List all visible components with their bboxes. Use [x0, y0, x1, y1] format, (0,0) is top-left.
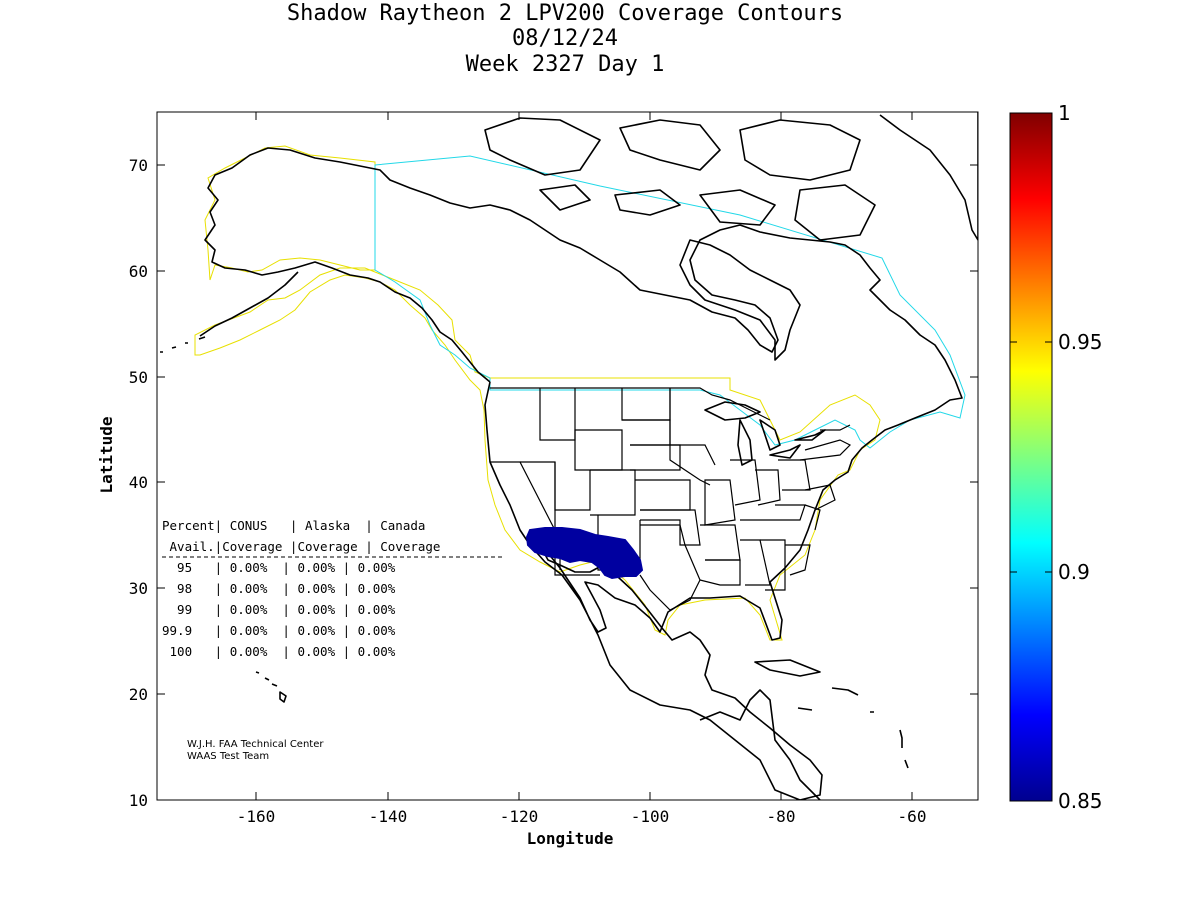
- coastline-greenland: [879, 112, 978, 241]
- great-lakes: [704, 401, 826, 466]
- table-row: 99.9 | 0.00% | 0.00% | 0.00%: [162, 623, 396, 638]
- y-tick-label: 60: [129, 262, 148, 281]
- x-tick-label: -60: [898, 807, 927, 826]
- colorbar: 1 0.95 0.9 0.85: [1009, 101, 1103, 813]
- canada-us-border: [490, 387, 771, 421]
- title-line-2-date: 08/12/24: [512, 26, 618, 51]
- title-line-1: Shadow Raytheon 2 LPV200 Coverage Contou…: [286, 1, 844, 26]
- colorbar-label: 0.85: [1058, 789, 1103, 813]
- coastline-north-america: [204, 147, 963, 800]
- x-axis: -160 -140 -120 -100 -80 -60 Longitude: [237, 112, 927, 848]
- y-tick-label: 50: [129, 368, 148, 387]
- y-axis-title: Latitude: [97, 416, 116, 493]
- table-row: 95 | 0.00% | 0.00% | 0.00%: [162, 560, 396, 575]
- map-layers: [160, 112, 978, 800]
- hudson-bay: [679, 239, 801, 361]
- title-line-3-week: Week 2327 Day 1: [465, 52, 665, 77]
- y-tick-label: 70: [129, 156, 148, 175]
- x-tick-label: -160: [237, 807, 276, 826]
- us-state-boundaries: [490, 388, 852, 611]
- y-tick-label: 30: [129, 579, 148, 598]
- table-row: 100 | 0.00% | 0.00% | 0.00%: [162, 644, 396, 659]
- arctic-islands: [484, 117, 876, 241]
- caribbean-islands: [754, 659, 909, 769]
- x-axis-title: Longitude: [527, 829, 614, 848]
- coverage-region: [525, 527, 644, 580]
- x-tick-label: -120: [500, 807, 539, 826]
- credit-line-1: W.J.H. FAA Technical Center: [187, 739, 324, 750]
- y-tick-label: 40: [129, 473, 148, 492]
- colorbar-gradient: [1009, 112, 1053, 802]
- central-america: [699, 689, 821, 800]
- canada-boundary-cyan: [374, 155, 966, 449]
- y-tick-label: 20: [129, 685, 148, 704]
- x-tick-label: -140: [369, 807, 408, 826]
- alaska-boundary-yellow: [194, 267, 881, 641]
- y-axis: 10 20 30 40 50 60 70 Latitude: [97, 156, 978, 810]
- y-tick-label: 10: [129, 791, 148, 810]
- credit-line-2: WAAS Test Team: [187, 751, 269, 762]
- x-tick-label: -100: [631, 807, 670, 826]
- colorbar-label: 1: [1058, 101, 1071, 125]
- hawaii-islands: [255, 671, 287, 703]
- table-row: 98 | 0.00% | 0.00% | 0.00%: [162, 581, 396, 596]
- colorbar-label: 0.95: [1058, 330, 1103, 354]
- x-tick-label: -80: [767, 807, 796, 826]
- plot-frame: [156, 111, 979, 801]
- alaska-peninsula: [199, 271, 299, 337]
- table-header-2: Avail.|Coverage |Coverage | Coverage: [162, 539, 440, 554]
- aleutian-islands: [160, 336, 206, 353]
- table-row: 99 | 0.00% | 0.00% | 0.00%: [162, 602, 396, 617]
- table-header-1: Percent| CONUS | Alaska | Canada: [162, 518, 425, 533]
- coverage-table: Percent| CONUS | Alaska | Canada Avail.|…: [162, 518, 502, 659]
- colorbar-label: 0.9: [1058, 560, 1090, 584]
